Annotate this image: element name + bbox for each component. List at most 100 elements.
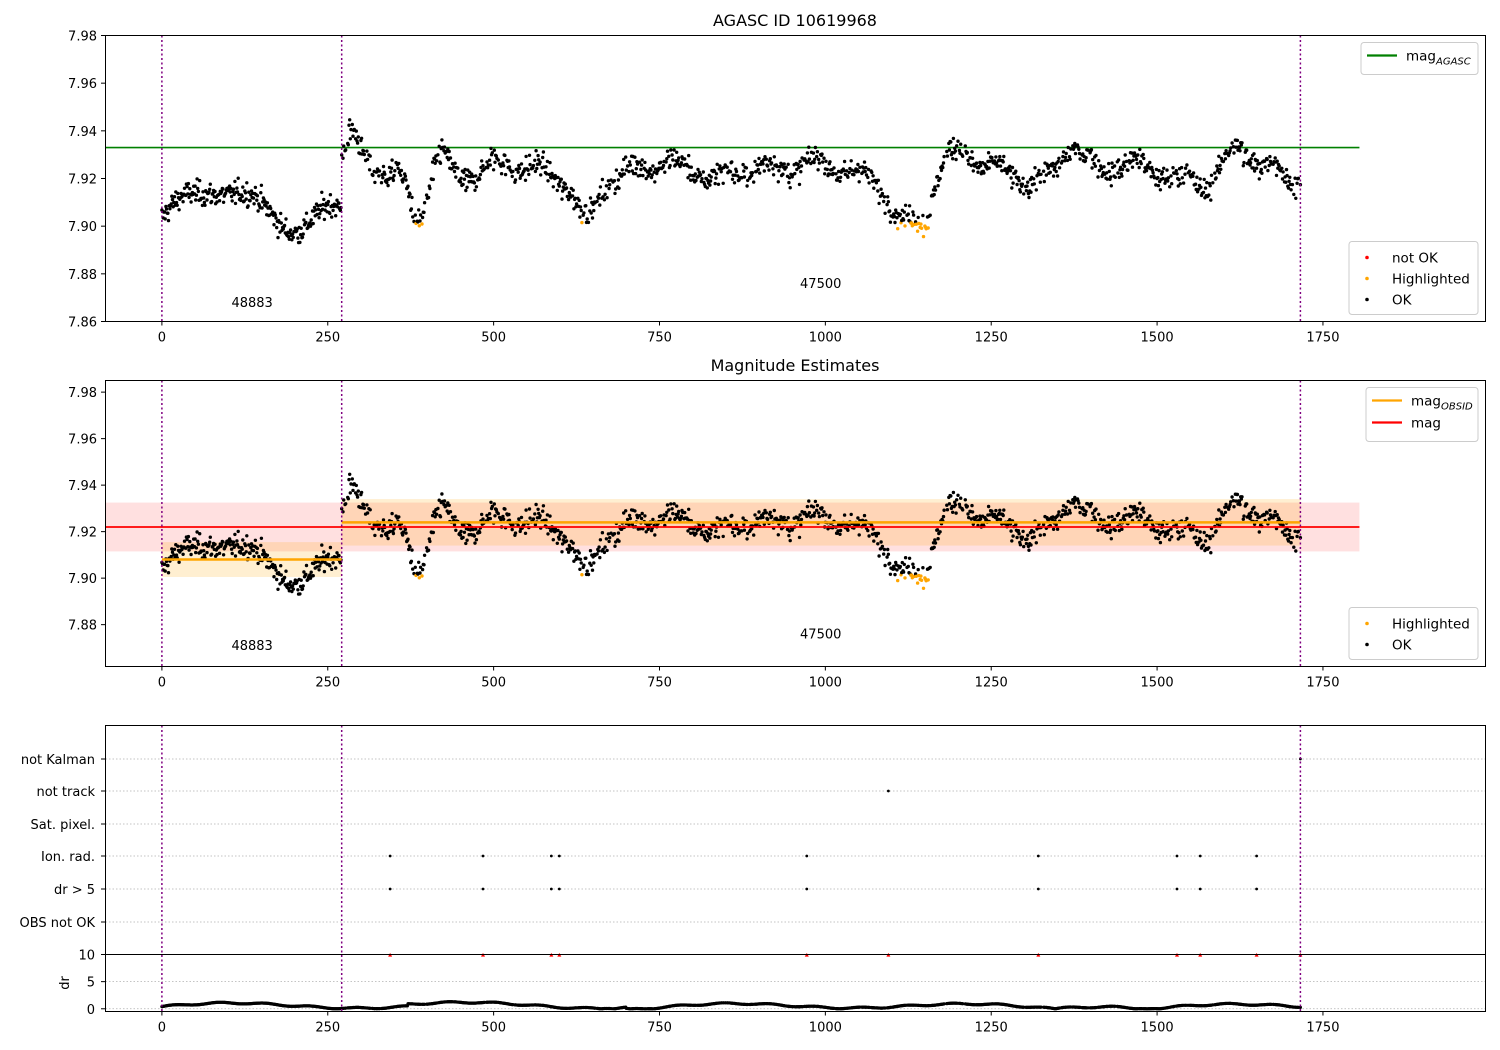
ok-point [1041,169,1046,173]
ok-point [177,560,181,564]
ok-point [730,160,734,164]
ok-point [876,531,881,536]
ok-point [902,562,906,567]
ok-point [541,150,546,154]
ok-point [489,146,493,151]
ok-point [409,559,414,563]
legend-marker [1365,621,1369,626]
ok-point [1066,145,1070,150]
ok-point [699,179,703,184]
ok-point [812,514,816,518]
ok-point [1136,153,1140,157]
ok-point [1002,154,1006,159]
ok-point [998,154,1002,159]
ok-point [163,217,167,221]
ok-point [288,231,292,235]
ok-point [949,140,953,144]
highlighted-point [926,226,930,230]
ok-point [740,529,744,533]
ok-point [1010,165,1015,170]
dr-tick-label: 5 [87,976,95,991]
ok-point [1051,174,1056,178]
ok-point [208,535,212,539]
ok-point [1175,172,1179,176]
ok-point [555,188,559,193]
ok-point [1134,511,1139,515]
ok-point [381,529,385,533]
ok-point [195,530,199,534]
ok-point [471,174,475,179]
ok-point [578,557,583,561]
ok-point [326,552,331,556]
ok-point [637,160,642,164]
ok-point [1242,514,1246,518]
ok-point [1135,515,1139,519]
ok-point [182,186,187,190]
ok-point [444,149,449,154]
ok-point [820,152,824,156]
ok-point [687,507,691,511]
ok-point [1041,522,1046,527]
ok-point [556,175,560,180]
ok-point [301,584,305,588]
ok-point [882,547,887,552]
ok-point [1084,156,1088,160]
ok-point [590,568,595,572]
ok-point [885,202,889,207]
dr-tick-label: 0 [87,1003,95,1018]
ok-point [170,550,175,554]
ok-point [761,515,765,520]
ok-point [604,537,609,541]
ok-point [966,158,970,163]
ok-point [517,166,522,171]
flag-category-label: not track [36,785,95,800]
ok-point [453,515,457,519]
ok-point [1124,513,1129,517]
ok-point [1286,186,1291,190]
ok-point [998,517,1003,522]
ok-point [956,139,960,143]
highlighted-point [896,578,900,583]
ok-point [349,482,353,486]
ok-point [365,503,369,507]
ok-point [953,146,957,150]
ok-point [533,523,538,527]
ok-point [911,565,916,570]
ok-point [417,208,421,212]
ok-point [1252,152,1256,156]
ok-point [1234,499,1238,503]
ok-point [534,502,538,507]
ok-point [886,552,891,556]
ok-point [337,554,341,558]
ok-point [468,175,473,179]
ok-point [732,181,737,185]
ok-point [1001,160,1005,164]
ok-point [326,199,331,204]
ok-point [907,204,912,208]
highlighted-point [914,222,918,226]
ok-point [389,166,394,170]
ok-point [1149,175,1153,179]
ok-point [933,185,937,189]
ok-point [301,232,305,236]
ok-point [701,170,705,174]
ok-point [1195,175,1199,179]
ok-point [516,170,520,174]
ok-point [772,155,776,159]
ok-point [486,166,490,170]
ok-point [862,160,867,164]
legend-box [1348,607,1479,660]
ok-point [1150,165,1154,170]
ok-point [317,216,321,220]
ok-point [168,207,172,211]
ok-point [938,176,942,181]
ok-point [679,514,684,518]
ok-point [639,163,644,167]
ok-point [1083,512,1088,517]
ok-point [974,514,979,519]
ok-point [713,534,717,539]
ok-point [715,516,719,520]
ok-point [282,575,287,580]
ok-point [1230,141,1234,145]
highlighted-point [417,224,421,228]
